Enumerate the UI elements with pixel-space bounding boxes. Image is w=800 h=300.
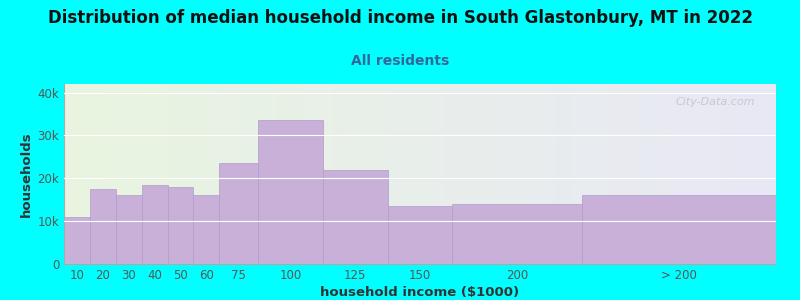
Bar xyxy=(90,189,116,264)
X-axis label: household income ($1000): household income ($1000) xyxy=(321,286,519,299)
Bar xyxy=(323,170,388,264)
Bar xyxy=(167,187,194,264)
Bar xyxy=(142,185,167,264)
Bar xyxy=(194,195,219,264)
Text: City-Data.com: City-Data.com xyxy=(675,97,754,106)
Y-axis label: households: households xyxy=(20,131,34,217)
Bar xyxy=(116,195,142,264)
Bar xyxy=(582,195,776,264)
Bar xyxy=(452,204,582,264)
Bar xyxy=(64,217,90,264)
Bar xyxy=(258,120,323,264)
Text: All residents: All residents xyxy=(351,54,449,68)
Bar xyxy=(219,163,258,264)
Bar xyxy=(388,206,452,264)
Text: Distribution of median household income in South Glastonbury, MT in 2022: Distribution of median household income … xyxy=(47,9,753,27)
